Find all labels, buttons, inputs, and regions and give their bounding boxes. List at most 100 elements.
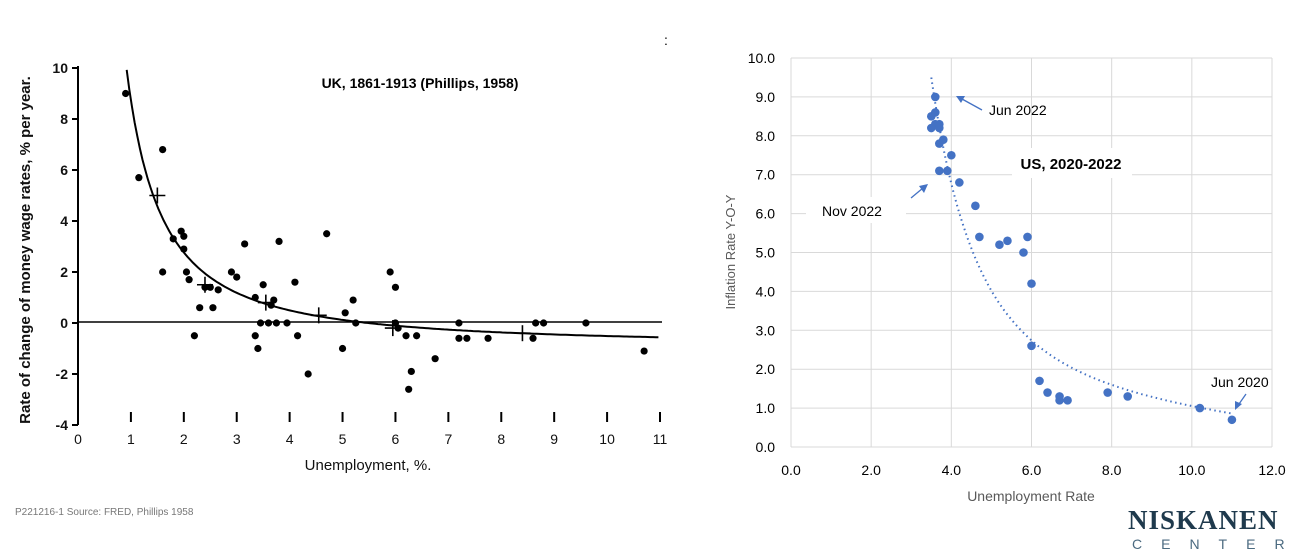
uk-data-point [323,230,331,238]
us-y-tick-label: 1.0 [756,400,776,416]
us-trendline [930,77,1233,415]
us-y-tick-label: 10.0 [748,50,775,66]
us-y-axis-label: Inflation Rate Y-O-Y [723,194,738,309]
uk-data-point [135,174,143,182]
uk-data-point [391,283,400,291]
uk-y-tick-label: 10 [52,60,68,76]
us-data-point [1027,341,1036,351]
uk-y-tick-label: 6 [60,162,68,178]
us-data-point [1055,396,1064,405]
uk-data-point [264,319,273,327]
uk-data-point [349,296,357,304]
uk-phillips-chart: 10 8 6 4 2 0 -2 -4 0 1 2 3 4 5 6 7 8 9 10 11 UK, 1861-1913… [17,32,668,474]
uk-data-point [386,268,394,276]
uk-data-point [640,347,648,355]
uk-data-point [407,367,415,376]
arrow-jun-2020 [1238,393,1247,405]
uk-data-point [190,332,198,340]
uk-data-point [209,304,217,312]
us-data-point [943,166,952,176]
uk-data-point [455,319,463,327]
uk-data-point [352,319,360,327]
us-data-point [1035,376,1044,386]
us-data-point [1027,279,1036,288]
uk-average-cross [196,276,213,293]
us-x-tick-label: 4.0 [942,462,962,478]
uk-data-point [275,237,283,245]
uk-y-tick-label: -4 [56,417,69,433]
us-x-tick-label: 2.0 [861,462,881,478]
uk-data-point [196,304,204,312]
uk-y-tick-label: 4 [60,213,68,229]
us-data-point [931,92,940,102]
uk-x-axis-label: Unemployment, %. [305,457,432,474]
us-y-tick-label: 4.0 [756,283,776,299]
uk-data-point [251,293,259,302]
uk-data-point [463,334,471,342]
niskanen-logo-subtitle: CENTER [1132,536,1299,552]
uk-data-point [402,332,410,340]
uk-x-tick-label: 7 [444,431,452,447]
uk-data-point [233,273,241,281]
us-y-tick-label: 6.0 [756,206,776,222]
annotation-nov-2022: Nov 2022 [822,203,882,219]
uk-x-tick-label: 6 [392,431,400,447]
us-y-tick-label: 2.0 [756,361,776,377]
arrow-jun-2022 [961,98,983,111]
arrowhead-jun-2020 [1235,401,1242,410]
us-data-point [939,135,948,144]
uk-chart-title: UK, 1861-1913 (Phillips, 1958) [322,75,519,91]
uk-data-point [283,319,291,327]
us-y-tick-label: 7.0 [756,167,776,183]
uk-data-point [484,334,492,342]
us-data-point [926,123,936,133]
uk-data-point [214,286,222,294]
us-data-points [926,92,1237,425]
uk-data-point [341,309,349,317]
arrow-nov-2022 [910,187,924,199]
us-data-point [971,201,980,211]
uk-data-point [413,332,421,340]
us-y-tick-label: 0.0 [756,439,776,455]
uk-average-cross [384,320,401,337]
uk-data-point [159,146,167,154]
uk-data-point [259,281,267,289]
us-data-point [931,108,940,117]
us-x-tick-label: 8.0 [1102,462,1122,478]
uk-x-tick-label: 4 [286,431,294,447]
us-data-point [935,166,944,176]
uk-data-point [241,240,249,248]
uk-x-tick-label: 2 [180,431,188,447]
us-scatter-chart: 0.0 1.0 2.0 3.0 4.0 5.0 6.0 7.0 8.0 9.0 10.0 0.0 2.… [723,50,1286,504]
us-data-point [955,178,964,187]
uk-data-point [185,276,193,284]
uk-data-point [338,344,347,353]
uk-data-point [122,89,130,98]
uk-fitted-curve [125,69,659,339]
uk-data-point [431,355,439,363]
uk-data-points [122,89,648,393]
uk-average-cross [514,325,531,342]
us-gridlines [790,57,1273,448]
us-data-point [935,119,944,129]
us-y-tick-label: 9.0 [756,89,776,105]
us-data-point [1227,415,1237,425]
page-corner-mark: : [664,32,668,48]
uk-data-point [405,385,413,393]
uk-average-markers [149,187,531,342]
us-x-tick-label: 6.0 [1022,462,1042,478]
us-y-tick-label: 3.0 [756,322,776,338]
uk-data-point [227,268,236,276]
us-y-tick-label: 5.0 [756,245,776,261]
us-data-point [1003,236,1012,246]
uk-data-point [304,370,312,378]
us-data-point [1195,403,1205,413]
uk-x-tick-label: 9 [550,431,558,447]
uk-data-point [532,319,540,327]
arrowhead-nov-2022 [919,184,928,193]
uk-data-point [293,332,302,340]
uk-x-tick-label: 8 [497,431,505,447]
niskanen-logo-wordmark: NISKANEN [1128,505,1279,535]
uk-data-point [251,332,259,340]
us-x-tick-label: 10.0 [1178,462,1205,478]
